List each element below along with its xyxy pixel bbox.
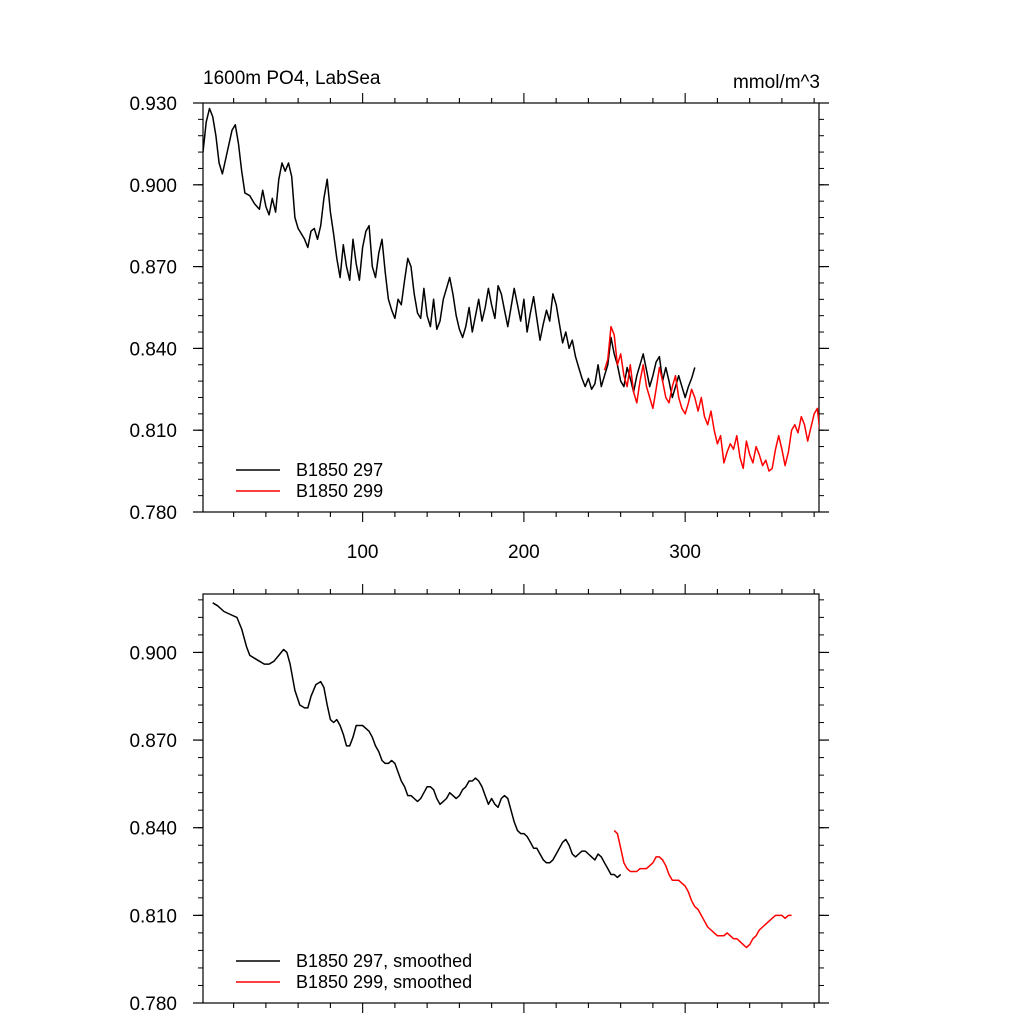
smoothed-y-tick-label: 0.900 (129, 643, 177, 664)
chart-title: 1600m PO4, LabSea (203, 68, 381, 89)
raw-legend-label: B1850 297 (296, 460, 383, 480)
raw-y-tick-label: 0.810 (129, 421, 177, 442)
raw-x-tick-label: 100 (347, 542, 379, 563)
raw-y-axis: 0.780 0.810 0.840 0.870 0.900 0.930 (129, 94, 829, 524)
raw-y-tick-label: 0.870 (129, 258, 177, 279)
raw-series-group (203, 107, 819, 472)
smoothed-plot-frame (202, 593, 820, 1004)
raw-series-line-299 (603, 325, 819, 472)
smoothed-series-line-299 (613, 830, 792, 949)
smoothed-panel: 0.780 0.810 0.840 0.870 0.900 B1850 297, smoo… (129, 584, 829, 1015)
smoothed-x-axis (233, 584, 815, 1013)
units-label: mmol/m^3 (733, 72, 820, 93)
raw-series-line-297 (203, 107, 696, 399)
raw-y-tick-label: 0.840 (129, 339, 177, 360)
raw-y-tick-label: 0.780 (129, 503, 177, 524)
raw-x-axis: 100 200 300 (233, 93, 815, 563)
raw-y-tick-label: 0.900 (129, 176, 177, 197)
smoothed-legend-label: B1850 297, smoothed (296, 951, 472, 971)
raw-y-tick-label: 0.930 (129, 94, 177, 115)
raw-legend-label: B1850 299 (296, 481, 383, 501)
raw-x-tick-label: 300 (669, 542, 701, 563)
smoothed-legend-label: B1850 299, smoothed (296, 972, 472, 992)
smoothed-series-group (212, 602, 792, 949)
smoothed-y-axis: 0.780 0.810 0.840 0.870 0.900 (129, 599, 829, 1015)
raw-x-tick-label: 200 (508, 542, 540, 563)
raw-plot-frame (202, 102, 820, 513)
smoothed-y-tick-label: 0.780 (129, 994, 177, 1015)
smoothed-series-line-297 (212, 602, 622, 879)
smoothed-y-tick-label: 0.840 (129, 819, 177, 840)
smoothed-y-tick-label: 0.810 (129, 906, 177, 927)
raw-panel: 0.780 0.810 0.840 0.870 0.900 0.930 100 200 300 B… (129, 93, 829, 563)
smoothed-y-tick-label: 0.870 (129, 731, 177, 752)
